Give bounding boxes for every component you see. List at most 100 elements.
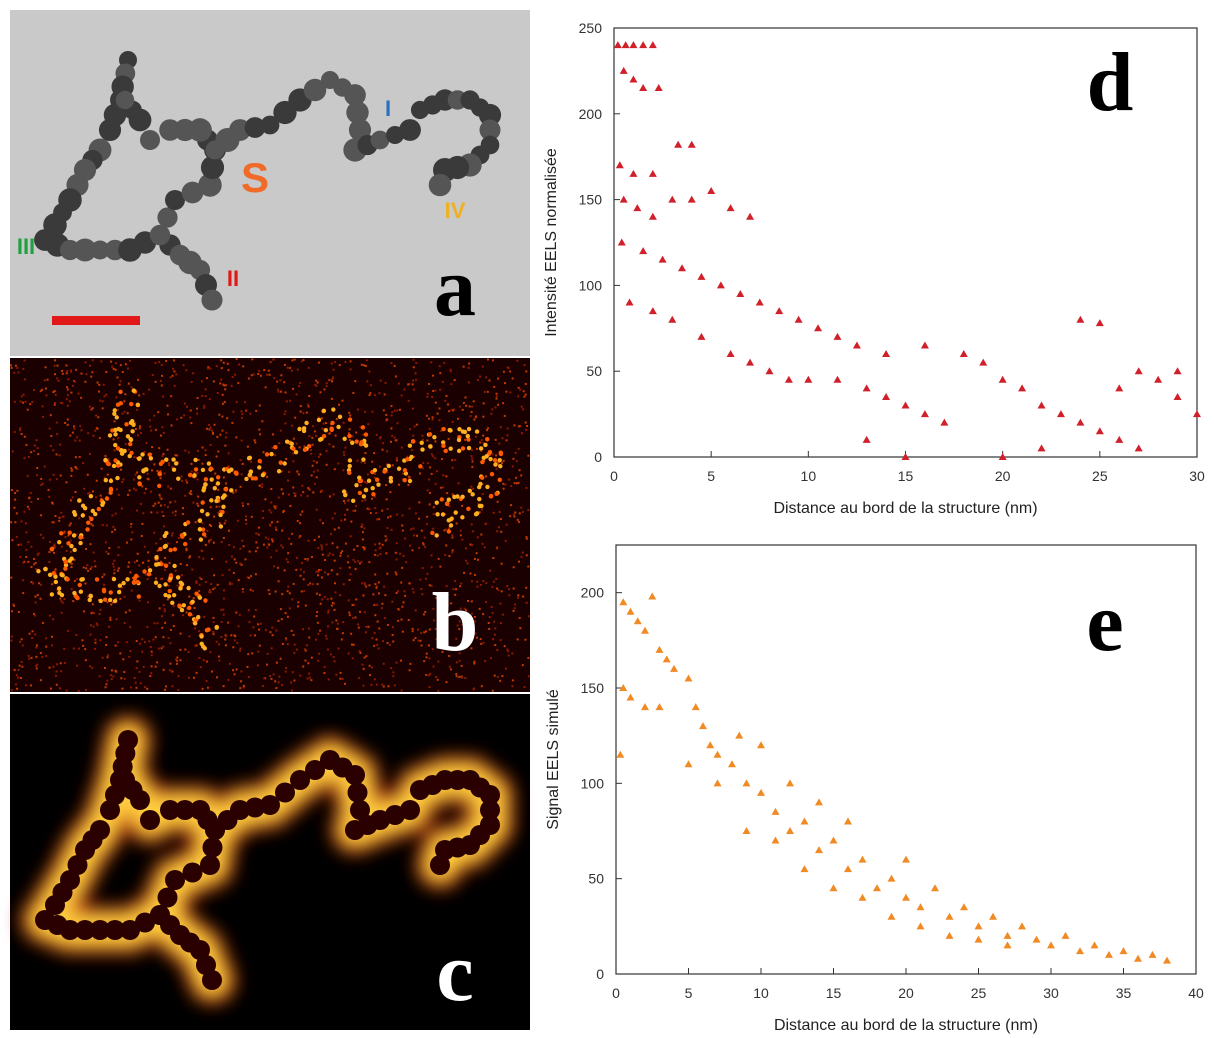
noise — [423, 631, 426, 634]
noise — [227, 465, 230, 468]
noise — [220, 608, 223, 611]
noise — [71, 384, 74, 387]
noise — [297, 473, 300, 476]
signal — [460, 494, 465, 500]
noise — [83, 610, 86, 613]
signal — [158, 546, 163, 552]
signal — [43, 566, 48, 572]
noise — [19, 555, 22, 558]
noise — [198, 656, 201, 659]
noise — [109, 616, 112, 619]
noise — [437, 611, 440, 614]
noise — [271, 446, 274, 449]
noise — [485, 522, 488, 525]
noise — [411, 449, 414, 452]
noise — [221, 429, 224, 432]
noise — [308, 488, 311, 491]
noise — [60, 611, 63, 614]
noise — [231, 421, 234, 424]
noise — [227, 621, 230, 624]
noise — [487, 621, 490, 624]
noise — [241, 413, 244, 416]
noise — [325, 543, 328, 546]
noise — [20, 543, 23, 546]
point — [706, 741, 715, 749]
noise — [360, 560, 363, 563]
noise — [335, 673, 338, 676]
noise — [518, 469, 521, 472]
noise — [287, 493, 290, 496]
noise — [352, 643, 355, 646]
noise — [310, 679, 313, 682]
signal — [201, 485, 207, 491]
noise — [17, 543, 20, 546]
noise — [177, 689, 180, 692]
noise — [468, 638, 471, 641]
noise — [105, 636, 108, 639]
noise — [446, 623, 449, 626]
signal — [337, 414, 343, 419]
noise — [288, 470, 291, 473]
noise — [147, 551, 150, 554]
noise — [391, 600, 394, 603]
noise — [79, 425, 82, 428]
noise — [106, 473, 109, 476]
noise — [395, 459, 398, 462]
noise — [169, 642, 172, 645]
noise — [460, 582, 463, 585]
noise — [106, 654, 109, 657]
signal — [129, 450, 134, 456]
particle — [370, 130, 390, 150]
noise — [43, 379, 46, 382]
noise — [459, 534, 462, 537]
noise — [35, 667, 38, 670]
noise — [444, 554, 447, 557]
noise — [445, 585, 448, 588]
noise — [411, 549, 414, 552]
noise — [105, 550, 108, 553]
noise — [193, 607, 196, 610]
noise — [157, 411, 160, 414]
noise — [219, 382, 222, 385]
noise — [282, 492, 285, 495]
noise — [104, 686, 107, 689]
noise — [113, 568, 116, 571]
noise — [88, 405, 91, 408]
x-tick-label: 20 — [898, 985, 914, 1001]
noise — [349, 360, 352, 363]
noise — [224, 644, 227, 647]
noise — [317, 546, 320, 549]
noise — [518, 512, 521, 515]
point — [619, 684, 628, 691]
noise — [224, 638, 227, 641]
signal — [402, 468, 408, 473]
noise — [24, 684, 27, 687]
y-tick-label: 0 — [594, 449, 602, 465]
noise — [446, 615, 449, 618]
noise — [40, 514, 43, 517]
point — [858, 893, 867, 901]
noise — [376, 620, 379, 623]
particle — [303, 78, 327, 102]
signal — [411, 439, 416, 444]
noise — [400, 618, 403, 621]
noise — [520, 474, 523, 477]
noise — [117, 567, 120, 570]
noise — [483, 546, 486, 549]
noise — [354, 509, 357, 512]
noise — [70, 588, 73, 591]
noise — [171, 511, 174, 514]
signal — [179, 607, 185, 613]
signal — [331, 407, 336, 412]
point — [1056, 410, 1065, 418]
noise — [234, 490, 237, 493]
noise — [115, 618, 118, 621]
noise — [162, 636, 165, 639]
signal — [441, 443, 446, 449]
signal — [361, 457, 366, 462]
noise — [269, 523, 272, 526]
noise — [44, 387, 47, 390]
noise — [150, 654, 153, 657]
noise — [454, 580, 457, 583]
